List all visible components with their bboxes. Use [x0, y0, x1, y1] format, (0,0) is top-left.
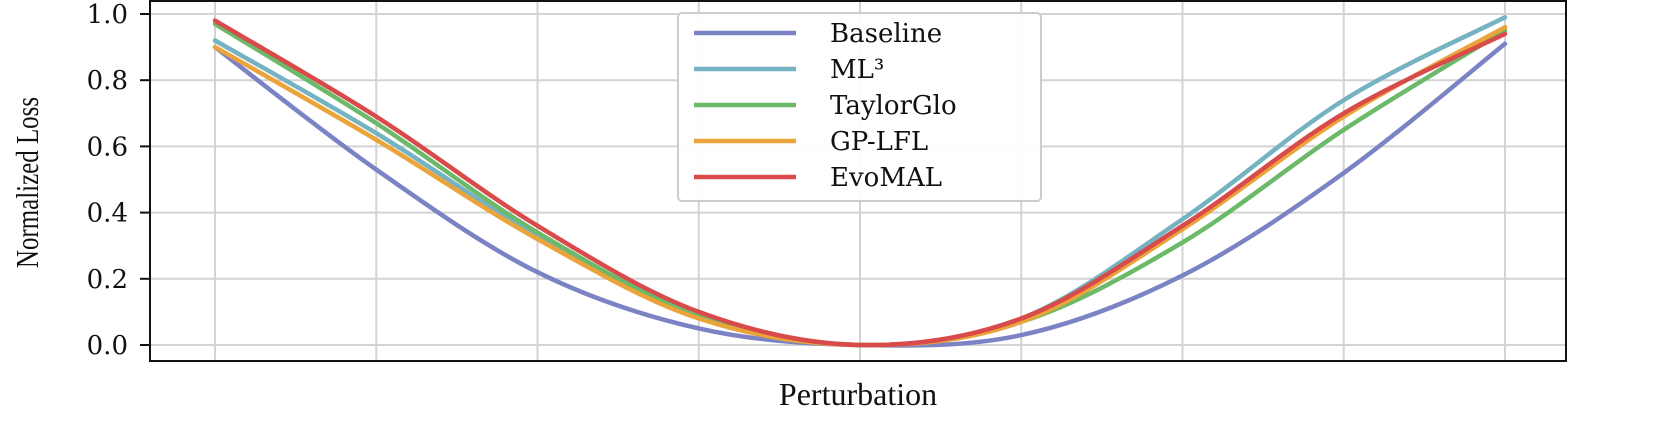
y-axis-title: Normalized Loss	[10, 97, 46, 268]
y-tick-label: 0.4	[87, 199, 128, 229]
y-tick-label: 0.8	[87, 66, 128, 96]
plot-frame	[149, 0, 1567, 362]
legend-label: ML³	[830, 55, 884, 85]
series-line-4	[212, 18, 1508, 348]
y-tick-label: 0.2	[87, 265, 128, 295]
x-axis-title: Perturbation	[779, 376, 937, 412]
y-tick-label: 0.0	[87, 331, 128, 361]
y-tick-label: 0.6	[87, 132, 128, 162]
legend-label: Baseline	[830, 19, 942, 49]
legend-label: GP-LFL	[830, 127, 928, 157]
legend-box	[677, 12, 1042, 202]
series-lines	[212, 15, 1508, 348]
y-tick-label: 1.0	[87, 0, 128, 30]
legend: Baseline ML³ TaylorGlo GP-LFL EvoMAL	[677, 12, 1042, 202]
legend-label: TaylorGlo	[830, 91, 957, 121]
legend-label: EvoMAL	[830, 163, 942, 193]
y-axis: 0.0 0.2 0.4 0.6 0.8 1.0	[87, 0, 150, 361]
